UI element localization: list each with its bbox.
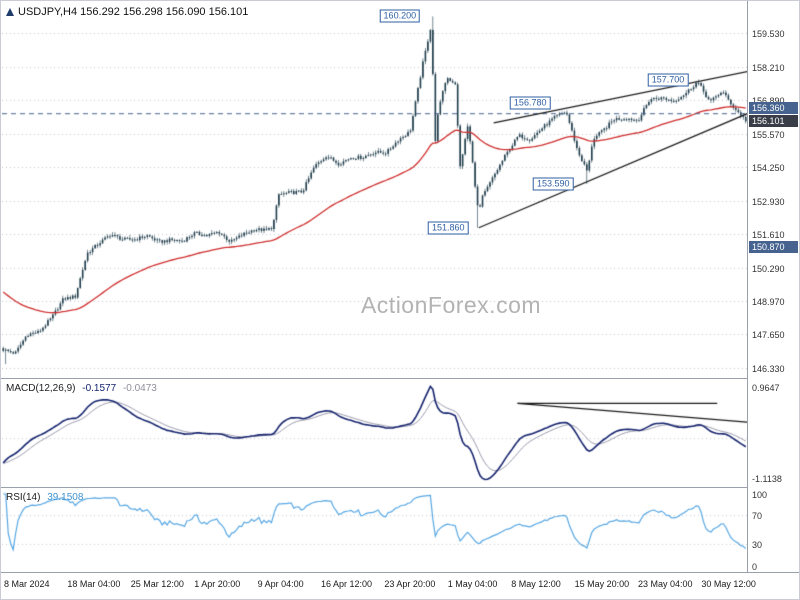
price-tick-label: 155.570 <box>752 129 785 140</box>
time-axis-line <box>1 572 799 573</box>
price-tick-label: 159.530 <box>752 29 785 40</box>
macd-value-main: -0.1577 <box>82 383 117 394</box>
macd-value-signal: -0.0473 <box>122 383 157 394</box>
time-tick-label: 25 Mar 12:00 <box>130 579 184 589</box>
macd-axis-min: -1.1138 <box>752 474 782 484</box>
rsi-name: RSI(14) <box>6 492 41 503</box>
time-tick-label: 8 May 12:00 <box>511 579 561 589</box>
rsi-tick-label: 100 <box>752 489 768 500</box>
macd-panel-canvas[interactable] <box>2 379 747 487</box>
price-tick-label: 152.930 <box>752 196 785 207</box>
time-tick-label: 1 May 04:00 <box>447 579 498 589</box>
price-tick-label: 158.210 <box>752 62 785 73</box>
price-tick-label: 151.610 <box>752 230 785 241</box>
time-axis: 8 Mar 2024 18 Mar 04:00 25 Mar 12:00 1 Apr … <box>1 573 799 599</box>
rsi-tick-label: 30 <box>752 539 763 550</box>
chart-symbol-icon <box>6 8 14 16</box>
price-axis: 159.530 158.210 156.890 155.570 154.250 152.9… <box>747 1 799 572</box>
price-tick-label: 146.330 <box>752 363 785 374</box>
rsi-panel-canvas[interactable] <box>2 488 747 572</box>
price-tick-label: 156.890 <box>752 96 785 106</box>
symbol-title: USDJPY,H4 156.292 156.298 156.090 156.10… <box>18 6 249 18</box>
macd-name: MACD(12,26,9) <box>6 383 76 394</box>
price-tick-label: 150.290 <box>752 263 785 274</box>
time-tick-label: 1 Apr 20:00 <box>194 579 241 589</box>
rsi-tick-label: 0 <box>752 561 758 572</box>
time-tick-label: 8 Mar 2024 <box>4 579 50 589</box>
time-tick-label: 23 May 04:00 <box>638 579 693 589</box>
macd-axis-max: 0.9647 <box>752 383 780 393</box>
rsi-indicator-label: RSI(14) 39.1508 <box>6 492 83 503</box>
price-level-box: 150.870 <box>749 240 798 253</box>
price-tick-label: 148.970 <box>752 297 785 307</box>
time-tick-label: 18 Mar 04:00 <box>67 579 121 589</box>
price-tick-label: 147.650 <box>752 330 785 341</box>
time-tick-label: 23 Apr 20:00 <box>384 579 436 589</box>
price-level-box: 156.101 <box>749 114 798 127</box>
panel-separator-macd <box>1 378 747 379</box>
price-level-box: 156.360 <box>749 101 798 114</box>
panel-separator-rsi <box>1 487 747 488</box>
time-tick-label: 16 Apr 12:00 <box>321 579 373 589</box>
rsi-tick-label: 70 <box>752 511 763 522</box>
time-tick-label: 9 Apr 04:00 <box>257 579 304 589</box>
price-chart-canvas[interactable] <box>2 1 747 378</box>
time-tick-label: 30 May 12:00 <box>701 579 756 589</box>
time-tick-label: 15 May 20:00 <box>574 579 630 589</box>
price-tick-label: 154.250 <box>752 163 785 174</box>
macd-indicator-label: MACD(12,26,9) -0.1577 -0.0473 <box>6 383 157 394</box>
watermark: ActionForex.com <box>360 292 542 318</box>
rsi-value: 39.1508 <box>47 492 84 503</box>
